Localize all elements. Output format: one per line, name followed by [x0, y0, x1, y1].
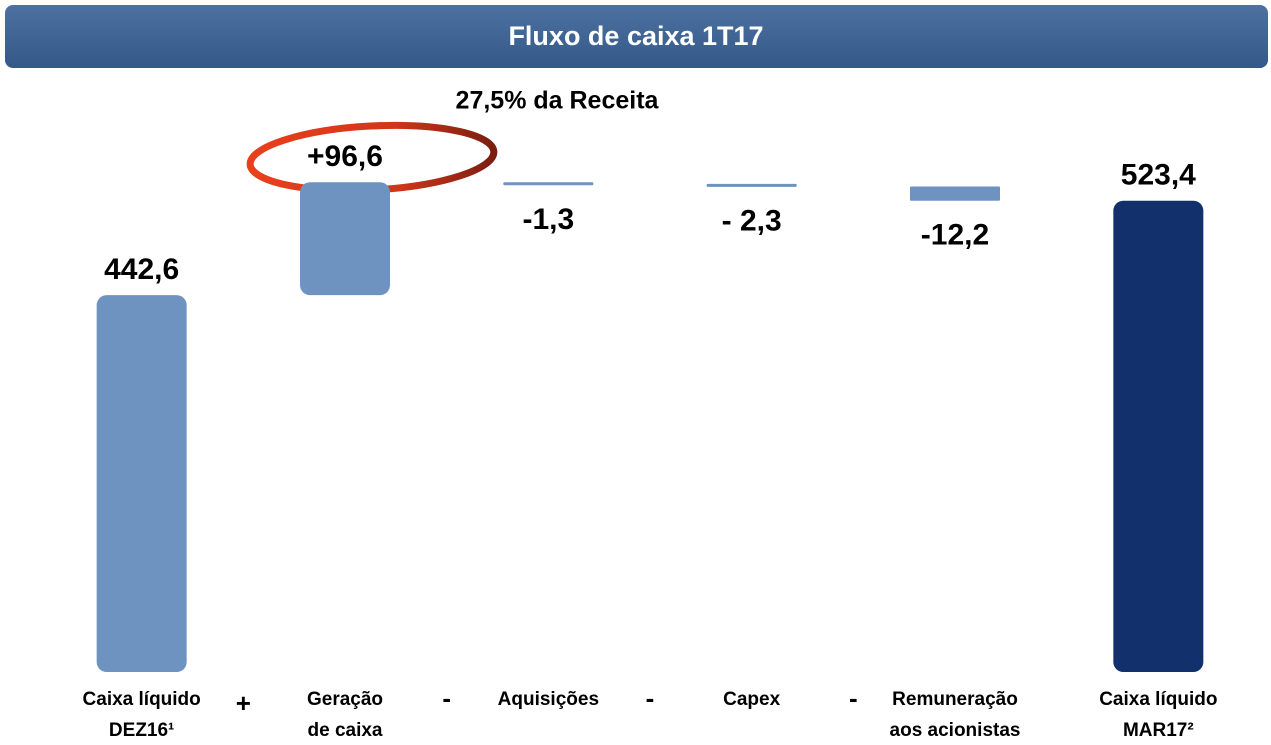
value-label: 523,4: [1121, 159, 1196, 192]
bar: [910, 186, 1000, 201]
bar: [1113, 200, 1204, 673]
x-tick-label: DEZ16¹: [109, 720, 174, 741]
bar: [706, 183, 797, 187]
x-tick-label: Aquisições: [498, 689, 599, 710]
x-tick-label: Caixa líquido: [83, 689, 201, 710]
title-bar: [5, 5, 1268, 68]
x-tick-label: de caixa: [308, 720, 383, 741]
x-tick-label: MAR17²: [1123, 720, 1194, 741]
x-tick-label: aos acionistas: [890, 720, 1021, 741]
x-tick-label: Geração: [307, 689, 383, 710]
value-label: -12,2: [921, 219, 989, 252]
x-tick-label: Remuneração: [892, 689, 1018, 710]
operator: -: [646, 683, 655, 713]
bar: [96, 295, 187, 672]
value-label: -1,3: [522, 203, 574, 236]
value-label: 442,6: [104, 253, 179, 286]
chart-title: Fluxo de caixa 1T17: [508, 21, 763, 51]
value-label: - 2,3: [722, 205, 782, 238]
bar: [300, 182, 390, 296]
operator: +: [236, 688, 251, 718]
annotation: 27,5% da Receita: [456, 87, 660, 115]
x-tick-label: Caixa líquido: [1099, 689, 1217, 710]
operator: -: [849, 683, 858, 713]
operator: -: [442, 683, 451, 713]
value-label: +96,6: [307, 140, 383, 173]
bar: [503, 182, 594, 186]
x-tick-label: Capex: [723, 689, 780, 710]
